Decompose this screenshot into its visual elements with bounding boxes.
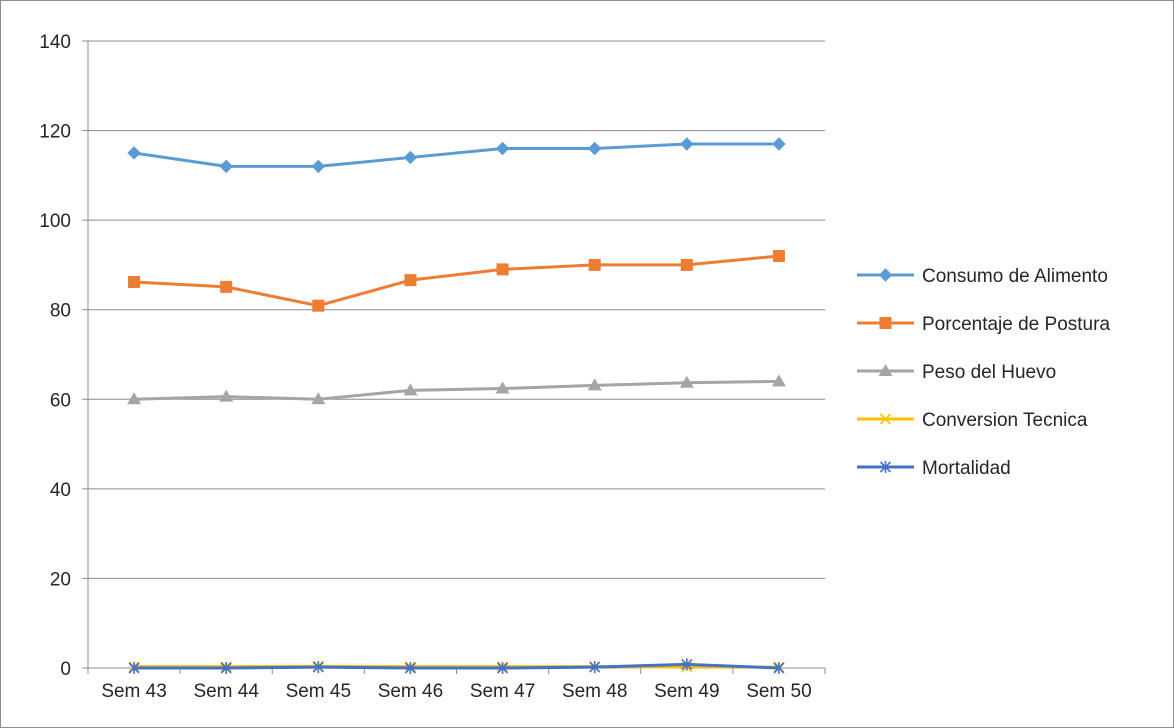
series	[127, 374, 786, 405]
point-marker	[128, 662, 140, 674]
legend-entry: Conversion Tecnica	[857, 410, 1088, 431]
point-marker	[773, 662, 785, 674]
gridlines	[82, 40, 825, 669]
x-tick-label: Sem 43	[101, 681, 166, 702]
point-marker	[128, 275, 141, 288]
point-marker	[127, 146, 141, 160]
point-marker	[127, 392, 142, 405]
legend-entry: Peso del Huevo	[857, 362, 1056, 383]
point-marker	[403, 150, 418, 165]
point-marker	[404, 274, 417, 287]
legend-label: Peso del Huevo	[922, 362, 1056, 383]
point-marker	[878, 268, 893, 282]
point-marker	[771, 374, 786, 387]
point-marker	[495, 381, 510, 394]
legend-label: Consumo de Alimento	[922, 266, 1108, 287]
series-line	[132, 142, 781, 168]
series-line	[132, 662, 781, 670]
point-marker	[680, 137, 694, 151]
y-tick-label: 40	[50, 480, 71, 501]
legend-entry: Consumo de Alimento	[857, 266, 1108, 287]
series-line	[132, 379, 781, 401]
y-tick-label: 80	[50, 301, 71, 322]
point-marker	[772, 137, 786, 151]
point-marker	[589, 661, 601, 674]
point-marker	[220, 662, 232, 674]
point-marker	[403, 383, 418, 396]
point-marker	[220, 280, 233, 293]
point-marker	[496, 662, 509, 674]
legend: Consumo de Alimento Porcentaje de Postura…	[857, 266, 1110, 479]
legend-label: Conversion Tecnica	[922, 410, 1088, 431]
point-marker	[312, 299, 325, 312]
series-group	[127, 137, 786, 674]
legend-label: Porcentaje de Postura	[922, 314, 1110, 335]
x-tick-label: Sem 48	[562, 681, 627, 702]
y-tick-label: 120	[39, 122, 71, 143]
legend-label: Mortalidad	[922, 458, 1011, 479]
point-marker	[879, 461, 892, 473]
point-marker	[311, 392, 326, 405]
y-tick-label: 60	[50, 390, 71, 411]
point-marker	[312, 661, 324, 674]
point-marker	[878, 364, 893, 376]
point-marker	[679, 375, 694, 388]
legend-entry: Porcentaje de Postura	[857, 314, 1110, 335]
point-marker	[496, 263, 509, 276]
point-marker	[495, 141, 510, 156]
point-marker	[588, 258, 601, 271]
y-tick-label: 0	[60, 659, 71, 680]
x-tick-label: Sem 49	[654, 681, 719, 702]
y-tick-label: 20	[50, 569, 71, 590]
point-marker	[879, 317, 892, 329]
point-marker	[879, 413, 892, 425]
legend-entry: Mortalidad	[857, 458, 1011, 479]
y-tick-label: 100	[39, 211, 71, 232]
x-axis	[87, 41, 826, 674]
point-marker	[772, 249, 785, 262]
series	[128, 249, 785, 312]
x-tick-label: Sem 45	[286, 681, 351, 702]
point-marker	[219, 389, 234, 402]
point-marker	[404, 662, 417, 674]
point-marker	[587, 141, 602, 156]
point-marker	[587, 378, 602, 391]
point-marker	[311, 159, 326, 174]
series	[128, 658, 785, 674]
point-marker	[680, 258, 693, 271]
x-tick-label: Sem 47	[470, 681, 535, 702]
x-tick-label: Sem 46	[378, 681, 443, 702]
y-tick-label: 140	[39, 32, 71, 53]
series	[127, 137, 786, 174]
x-tick-label: Sem 44	[193, 681, 259, 702]
series-line	[132, 254, 781, 308]
x-axis-ticks: Sem 43 Sem 44 Sem 45 Sem 46 Sem 47 Sem 48 Sem …	[101, 681, 811, 702]
y-axis-ticks: 0 20 40 60 80 100 120 140	[39, 32, 71, 680]
x-tick-label: Sem 50	[746, 681, 811, 702]
point-marker	[681, 658, 693, 671]
point-marker	[219, 159, 233, 174]
